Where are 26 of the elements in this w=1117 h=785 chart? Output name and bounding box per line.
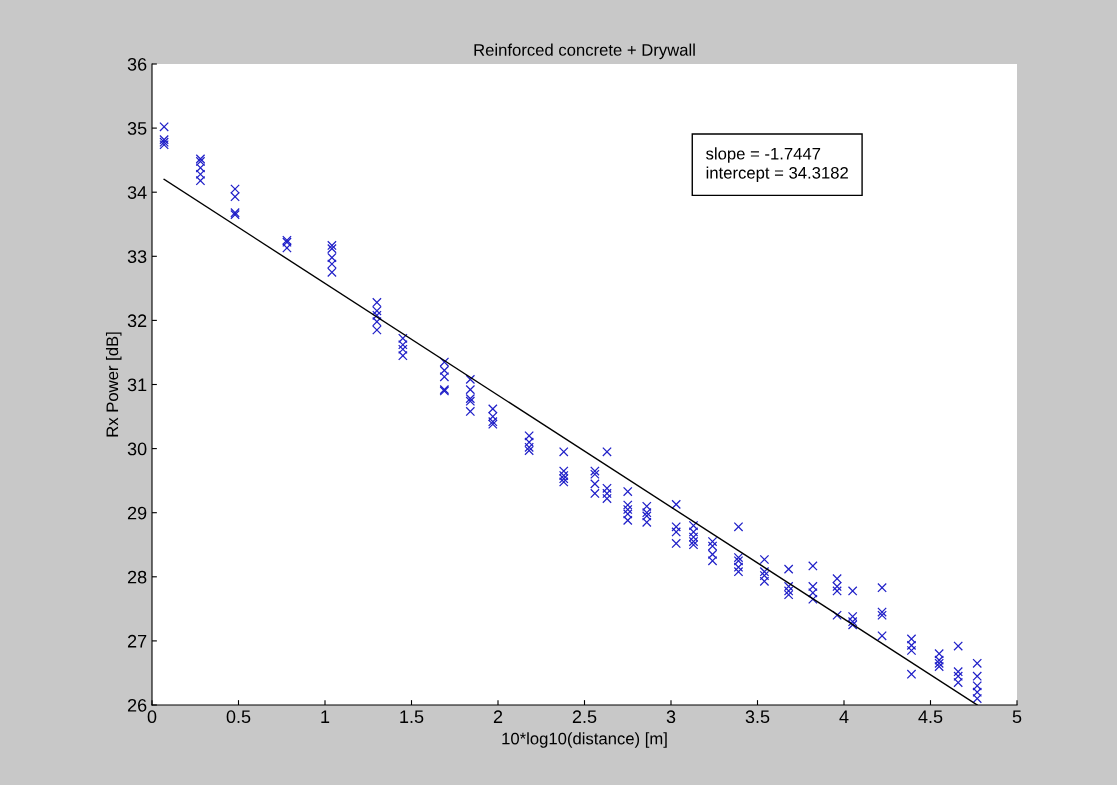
y-tick-label: 35 xyxy=(127,122,147,135)
x-tick-label: 4.5 xyxy=(918,710,943,724)
x-tick-label: 2 xyxy=(493,710,503,723)
y-tick-label: 30 xyxy=(127,442,147,456)
annotation: slope = -1.7447 intercept = 34.3182 xyxy=(706,147,848,183)
x-tick-label: 3 xyxy=(666,710,676,724)
x-tick-label: 3.5 xyxy=(745,710,770,724)
x-axis-title: 10*log10(distance) [m] xyxy=(502,732,667,748)
y-tick-label: 32 xyxy=(127,314,147,328)
chart-title: Reinforced concrete + Drywall xyxy=(474,43,695,60)
y-tick-label: 28 xyxy=(127,570,147,584)
x-tick-label: 5 xyxy=(1012,710,1022,724)
y-tick-label: 31 xyxy=(127,378,147,392)
y-tick-label: 29 xyxy=(127,506,147,520)
y-tick-label: 27 xyxy=(127,634,147,648)
x-tick-label: 1.5 xyxy=(400,710,424,724)
y-tick-label: 36 xyxy=(127,57,147,71)
y-tick-label: 26 xyxy=(127,698,147,712)
y-tick-label: 34 xyxy=(127,186,147,199)
x-tick-label: 2.5 xyxy=(572,710,597,724)
x-tick-label: 4 xyxy=(839,710,849,723)
y-axis-title: Rx Power [dB] xyxy=(105,332,122,437)
x-tick-label: 1 xyxy=(321,710,330,723)
x-tick-label: 0 xyxy=(147,710,157,724)
y-tick-label: 33 xyxy=(127,250,147,264)
x-tick-label: 0.5 xyxy=(226,710,251,724)
